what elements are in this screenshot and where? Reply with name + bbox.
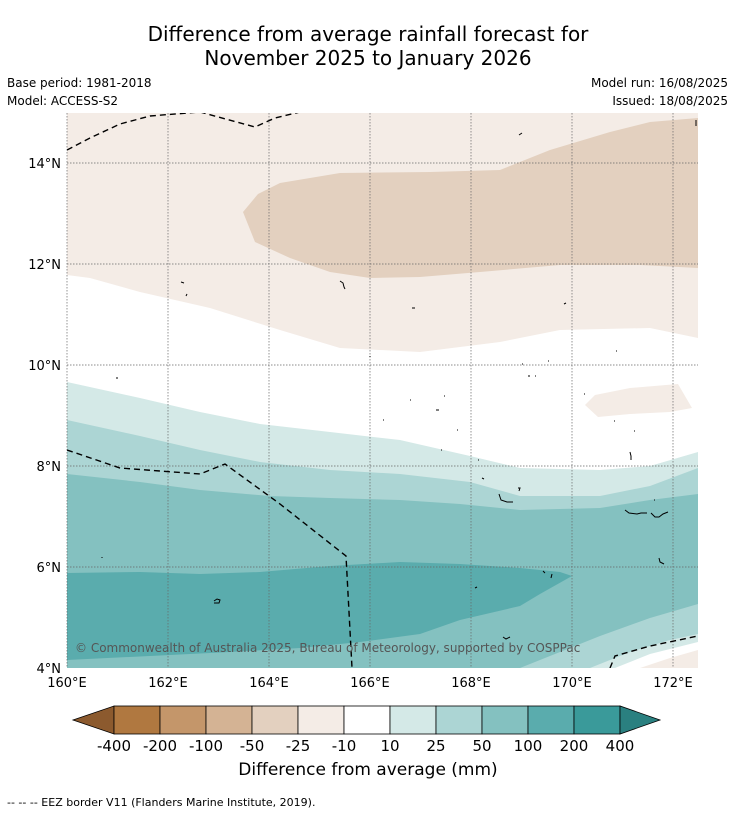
colorbar-tick-label: -10 (332, 737, 357, 755)
colorbar-segment (251, 705, 299, 735)
colorbar-title: Difference from average (mm) (238, 760, 498, 780)
base-period: Base period: 1981-2018 (7, 76, 152, 90)
eez-footnote: -- -- -- EEZ border V11 (Flanders Marine… (7, 796, 316, 809)
contour-minus25 (243, 118, 698, 278)
lon-tick-label: 160°E (47, 676, 87, 691)
colorbar: -400 -200 -100 -50 -25 -10 10 25 50 100 200 400 (71, 705, 662, 755)
colorbar-segment (573, 705, 621, 735)
colorbar-arrow-right (619, 705, 662, 735)
contour-minus10-south (640, 650, 698, 668)
meta-right: Model run: 16/08/2025 Issued: 18/08/2025 (591, 74, 728, 110)
colorbar-tick-label: -400 (97, 737, 131, 755)
lon-tick-label: 162°E (148, 676, 188, 691)
colorbar-tick-label: 100 (514, 737, 543, 755)
colorbar-tick-label: -200 (143, 737, 177, 755)
colorbar-tick-label: 200 (560, 737, 589, 755)
lon-tick-label: 172°E (653, 676, 693, 691)
colorbar-segment (481, 705, 529, 735)
colorbar-tick-label: 25 (426, 737, 445, 755)
chart-title: Difference from average rainfall forecas… (0, 22, 736, 70)
colorbar-segment (297, 705, 345, 735)
lon-tick-label: 170°E (552, 676, 592, 691)
eez-borders (67, 113, 698, 668)
lat-tick-label: 10°N (28, 359, 61, 374)
colorbar-segment (113, 705, 161, 735)
colorbar-tick-label: 10 (380, 737, 399, 755)
colorbar-segment (205, 705, 253, 735)
lat-tick-label: 12°N (28, 258, 61, 273)
eez-border-south (609, 635, 698, 668)
lat-tick-label: 6°N (37, 561, 62, 576)
lat-tick-label: 14°N (28, 157, 61, 172)
lat-tick-label: 4°N (37, 662, 62, 677)
title-line-2: November 2025 to January 2026 (204, 46, 532, 70)
islands (101, 120, 697, 640)
colorbar-tick-label: -100 (189, 737, 223, 755)
colorbar-segment (527, 705, 575, 735)
colorbar-tick-label: -50 (240, 737, 265, 755)
meta-left: Base period: 1981-2018 Model: ACCESS-S2 (7, 74, 152, 110)
colorbar-segment (159, 705, 207, 735)
colorbar-arrow-left (71, 705, 115, 735)
model-name: Model: ACCESS-S2 (7, 94, 119, 108)
lon-tick-label: 166°E (350, 676, 390, 691)
eez-border-west (67, 449, 353, 668)
latitude-labels: 14°N 12°N 10°N 8°N 6°N 4°N (28, 157, 61, 677)
contour-plus100 (67, 562, 572, 660)
colorbar-tick-label: 50 (472, 737, 491, 755)
colorbar-segment (389, 705, 437, 735)
issued-date: Issued: 18/08/2025 (612, 94, 728, 108)
longitude-labels: 160°E 162°E 164°E 166°E 168°E 170°E 172°E (47, 676, 693, 691)
colorbar-segment (435, 705, 483, 735)
colorbar-segment (343, 705, 391, 735)
lat-tick-label: 8°N (37, 460, 62, 475)
eez-border-north (67, 113, 299, 151)
gridlines (66, 113, 698, 668)
lon-tick-label: 164°E (249, 676, 289, 691)
lon-tick-label: 168°E (451, 676, 491, 691)
copyright-notice: © Commonwealth of Australia 2025, Bureau… (75, 641, 580, 655)
model-run: Model run: 16/08/2025 (590, 76, 728, 90)
contour-minus10-patch (585, 384, 692, 417)
rainfall-contours (67, 113, 698, 668)
colorbar-tick-label: -25 (286, 737, 311, 755)
title-line-1: Difference from average rainfall forecas… (147, 22, 589, 46)
colorbar-tick-label: 400 (606, 737, 635, 755)
